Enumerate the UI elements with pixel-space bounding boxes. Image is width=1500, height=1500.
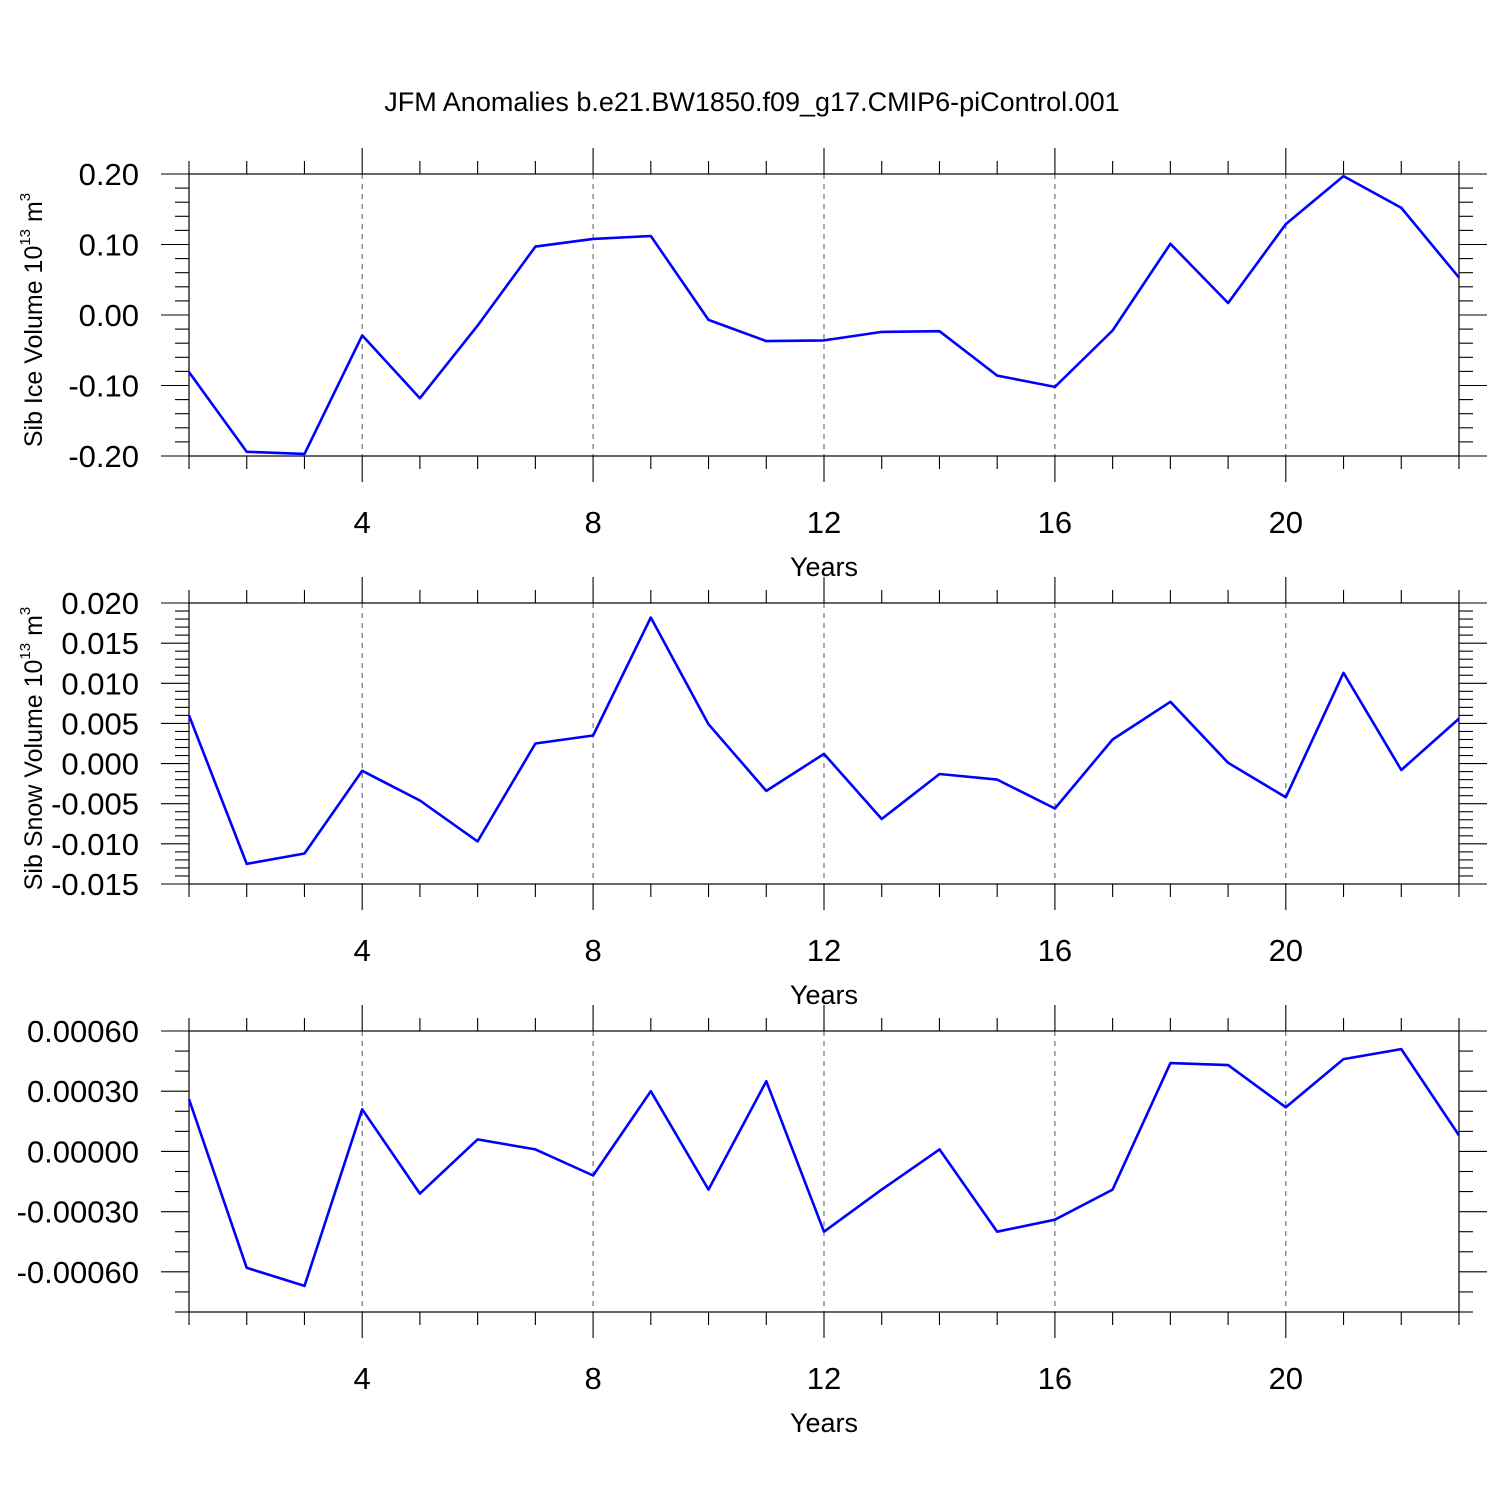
y-tick-label: 0.00000 [27, 1134, 139, 1169]
y-axis-label-part: m [20, 615, 48, 643]
y-axis-label-superscript: 3 [17, 193, 34, 201]
y-tick-label: 0.10 [79, 228, 139, 263]
y-tick-label: 0.00030 [27, 1074, 139, 1109]
y-tick-label: -0.005 [51, 787, 139, 822]
y-axis-label-part: Sib Snow Volume 10 [20, 660, 48, 891]
y-tick-label: -0.00060 [17, 1255, 139, 1290]
y-tick-label: 0.015 [61, 626, 139, 661]
y-axis-label-part: Sib Ice Volume 10 [20, 246, 48, 448]
y-tick-label: -0.00030 [17, 1195, 139, 1230]
x-tick-label: 16 [1038, 933, 1072, 968]
x-tick-label: 12 [807, 505, 841, 540]
x-tick-label: 12 [807, 933, 841, 968]
y-tick-label: -0.015 [51, 867, 139, 902]
x-tick-label: 4 [354, 933, 371, 968]
y-tick-label: 0.020 [61, 586, 139, 621]
y-axis-label: Sib Ice Volume 1013 m3 [17, 193, 48, 447]
x-tick-label: 16 [1038, 1361, 1072, 1396]
x-tick-label: 8 [584, 1361, 601, 1396]
y-axis-label: Sib Snow Volume 1013 m3 [17, 607, 48, 891]
x-tick-label: 4 [354, 1361, 371, 1396]
y-axis-label-part: m [20, 201, 48, 229]
panel-2: 4 8 12 16 20 -0.015 -0.010 -0.005 0.000 0.005 0.01… [17, 577, 1487, 1010]
plot-frame-2 [188, 602, 1460, 885]
series-line-1 [187, 174, 1461, 456]
y-tick-label: 0.010 [61, 666, 139, 701]
y-axis-label-superscript: 13 [17, 643, 34, 660]
x-tick-label: 8 [584, 505, 601, 540]
series-line-2 [187, 616, 1460, 866]
x-axis-label: Years [790, 1408, 858, 1438]
x-tick-label: 20 [1269, 933, 1303, 968]
chart-title: JFM Anomalies b.e21.BW1850.f09_g17.CMIP6… [384, 87, 1119, 117]
series-line-3 [187, 1047, 1461, 1288]
y-tick-label: -0.20 [68, 439, 139, 474]
y-tick-label: -0.010 [51, 827, 139, 862]
x-tick-label: 12 [807, 1361, 841, 1396]
y-tick-label: 0.20 [79, 157, 139, 192]
x-tick-label: 20 [1269, 1361, 1303, 1396]
plot-frame-3 [188, 1030, 1460, 1313]
x-tick-label: 20 [1269, 505, 1303, 540]
x-tick-label: 4 [354, 505, 371, 540]
x-tick-label: 8 [584, 933, 601, 968]
y-tick-label: 0.00 [79, 298, 139, 333]
y-tick-label: 0.00060 [27, 1014, 139, 1049]
y-axis-label-superscript: 3 [17, 607, 34, 615]
plot-frame-1 [188, 173, 1460, 457]
y-tick-label: 0.000 [61, 747, 139, 782]
panel-3: 4 8 12 16 20 -0.00060 -0.00030 0.00000 0.00030 0.… [17, 1005, 1487, 1438]
x-tick-label: 16 [1038, 505, 1072, 540]
y-tick-label: 0.005 [61, 706, 139, 741]
y-tick-label: -0.10 [68, 369, 139, 404]
y-axis-label-superscript: 13 [17, 229, 34, 246]
panels-container: 4 8 12 16 20 -0.20 -0.10 0.00 0.10 0.20 Years Sib I… [17, 148, 1487, 1438]
